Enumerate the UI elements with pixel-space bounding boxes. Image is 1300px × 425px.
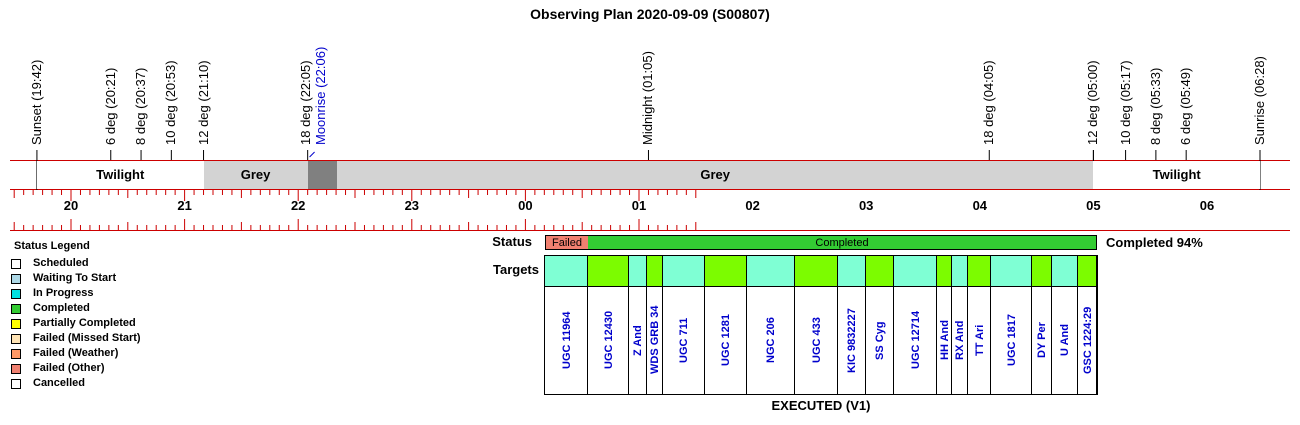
time-event-label: 6 deg (20:21) (102, 67, 118, 145)
hour-label: 01 (631, 198, 647, 213)
target-name[interactable]: SS Cyg (874, 320, 886, 360)
target-name[interactable]: UGC 12430 (602, 310, 615, 369)
time-event-label: 8 deg (20:37) (133, 67, 149, 145)
target-block[interactable] (937, 256, 952, 286)
target-name[interactable]: DY Per (1036, 322, 1048, 358)
legend-label: Failed (Missed Start) (33, 332, 141, 344)
target-block[interactable] (952, 256, 968, 286)
sky-band (1093, 161, 1260, 189)
target-name[interactable]: RX And (954, 320, 966, 360)
target-block[interactable] (588, 256, 629, 286)
sky-band (337, 161, 1094, 189)
target-name[interactable]: HH And (938, 320, 951, 360)
target-block[interactable] (663, 256, 705, 286)
legend-swatch (11, 364, 21, 374)
target-name[interactable]: WDS GRB 34 (649, 305, 661, 374)
legend-swatch (11, 304, 21, 314)
event-tick (309, 151, 315, 158)
legend-swatch (11, 319, 21, 329)
hour-label: 21 (177, 198, 192, 213)
target-block[interactable] (991, 256, 1032, 286)
time-event-label: Sunset (19:42) (28, 59, 44, 145)
target-name[interactable]: Z And (632, 324, 644, 356)
target-block[interactable] (647, 256, 663, 286)
sky-band-label: Twilight (96, 167, 145, 182)
target-block[interactable] (705, 256, 747, 286)
target-block[interactable] (795, 256, 838, 286)
sky-band (36, 161, 204, 189)
sky-band (307, 161, 337, 189)
target-name[interactable]: UGC 711 (678, 317, 690, 363)
target-name[interactable]: UGC 11964 (560, 311, 573, 369)
hour-label: 05 (1086, 198, 1101, 213)
sky-band (203, 161, 308, 189)
time-event-label: 12 deg (21:10) (195, 60, 211, 145)
target-name[interactable]: UGC 1817 (1005, 314, 1018, 366)
legend-label: Scheduled (33, 257, 89, 269)
hour-label: 22 (290, 198, 306, 213)
target-block[interactable] (629, 256, 647, 286)
legend-label: Failed (Other) (33, 362, 105, 374)
target-block[interactable] (968, 256, 991, 286)
legend-label: Cancelled (33, 377, 85, 389)
time-event-label: Moonrise (22:06) (312, 46, 328, 145)
legend-swatch (11, 334, 21, 344)
completion-summary: Completed 94% (1106, 235, 1203, 250)
time-event-label: Midnight (01:05) (640, 51, 656, 145)
target-block[interactable] (838, 256, 866, 286)
target-block[interactable] (894, 256, 937, 286)
legend-swatch (11, 289, 21, 299)
target-name[interactable]: UGC 433 (810, 317, 823, 363)
hour-label: 06 (1199, 198, 1215, 213)
targets-frame (544, 255, 1098, 395)
target-name[interactable]: NGC 206 (765, 317, 777, 363)
hour-label: 02 (745, 198, 760, 213)
status-row-label: Status (492, 234, 532, 249)
page-title: Observing Plan 2020-09-09 (S00807) (530, 6, 770, 22)
target-block[interactable] (1032, 256, 1052, 286)
time-event-label: 10 deg (05:17) (1117, 60, 1133, 145)
target-name[interactable]: KIC 9832227 (846, 307, 858, 373)
legend-label: In Progress (33, 287, 94, 299)
legend-swatch (11, 349, 21, 359)
time-event-label: 18 deg (22:05) (297, 60, 313, 145)
target-name[interactable]: U And (1059, 324, 1071, 356)
target-name[interactable]: GSC 1224:29 (1081, 306, 1094, 374)
status-segment: Failed (545, 235, 588, 250)
sky-band-label: Grey (700, 167, 731, 182)
time-event-label: 18 deg (04:05) (981, 60, 997, 145)
legend-swatch (11, 259, 21, 269)
targets-row-label: Targets (493, 262, 539, 277)
target-block[interactable] (545, 256, 588, 286)
legend-label: Partially Completed (33, 317, 136, 329)
target-block[interactable] (1078, 256, 1097, 286)
time-event-label: 12 deg (05:00) (1085, 60, 1101, 145)
hour-label: 04 (972, 198, 988, 213)
target-block[interactable] (866, 256, 894, 286)
legend-label: Completed (33, 302, 90, 314)
sky-band-label: Twilight (1152, 167, 1201, 182)
target-name[interactable]: UGC 12714 (909, 310, 922, 369)
hour-label: 00 (518, 198, 533, 213)
time-event-label: 8 deg (05:33) (1147, 67, 1163, 145)
hour-label: 03 (858, 198, 874, 213)
target-name[interactable]: TT Ari (973, 324, 986, 356)
legend-label: Failed (Weather) (33, 347, 119, 359)
hour-label: 20 (63, 198, 79, 213)
target-block[interactable] (747, 256, 795, 286)
target-name[interactable]: UGC 1281 (720, 314, 732, 366)
legend-label: Waiting To Start (33, 272, 117, 284)
time-event-label: 10 deg (20:53) (163, 60, 179, 145)
execution-footer: EXECUTED (V1) (771, 398, 871, 413)
target-block[interactable] (1052, 256, 1078, 286)
hour-label: 23 (404, 198, 420, 213)
status-segment: Completed (588, 235, 1097, 250)
legend-swatch (11, 274, 21, 284)
time-event-label: Sunrise (06:28) (1252, 56, 1267, 145)
sky-band-label: Grey (240, 167, 271, 182)
legend-swatch (11, 379, 21, 389)
legend-title: Status Legend (14, 240, 90, 252)
time-event-label: 6 deg (05:49) (1178, 67, 1194, 145)
